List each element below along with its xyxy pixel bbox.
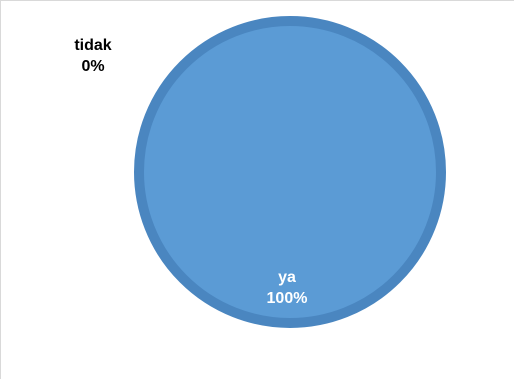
data-label-ya-value: 100% — [266, 290, 308, 307]
data-label-tidak-category: tidak — [74, 37, 112, 54]
data-label-ya: ya 100% — [247, 267, 327, 309]
data-label-tidak: tidak 0% — [53, 35, 133, 77]
pie-slice-ya — [134, 16, 446, 328]
data-label-tidak-value: 0% — [81, 58, 105, 75]
data-label-ya-category: ya — [278, 269, 296, 286]
